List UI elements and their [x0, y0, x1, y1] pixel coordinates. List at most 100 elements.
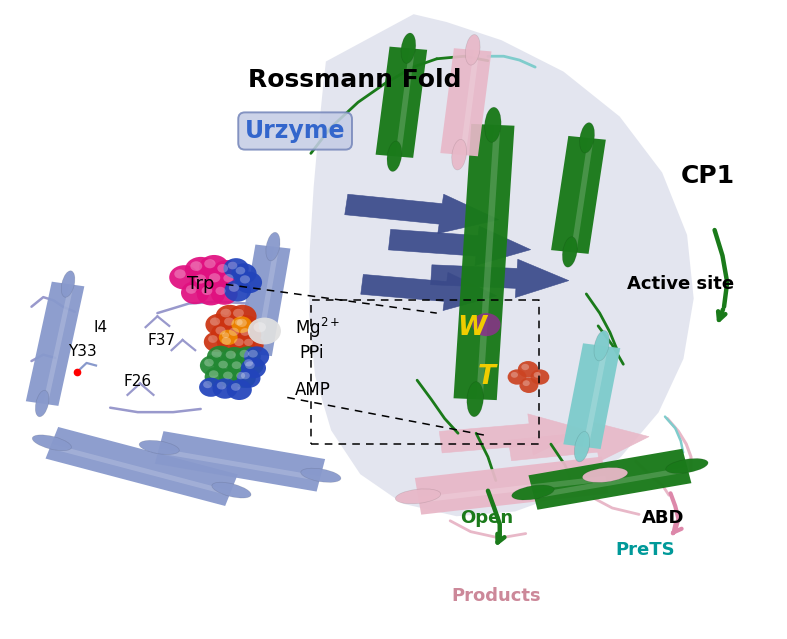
Circle shape [521, 364, 529, 370]
Polygon shape [528, 449, 692, 510]
Polygon shape [46, 427, 238, 506]
Circle shape [232, 369, 256, 388]
Circle shape [203, 381, 212, 389]
Circle shape [235, 346, 260, 367]
Text: CP1: CP1 [682, 164, 735, 188]
Polygon shape [255, 247, 279, 355]
Circle shape [530, 369, 549, 385]
Text: Y33: Y33 [68, 344, 97, 359]
Circle shape [212, 260, 241, 283]
Circle shape [519, 378, 538, 393]
Text: Mg$^{2+}$: Mg$^{2+}$ [295, 316, 340, 340]
Ellipse shape [582, 468, 628, 482]
Circle shape [209, 370, 219, 378]
Polygon shape [476, 125, 501, 399]
Circle shape [224, 280, 251, 302]
Polygon shape [460, 50, 479, 155]
Text: ABD: ABD [642, 509, 685, 527]
Circle shape [248, 350, 258, 358]
Circle shape [217, 334, 242, 354]
Polygon shape [508, 422, 649, 461]
Circle shape [216, 327, 226, 335]
Circle shape [190, 270, 220, 295]
Circle shape [233, 309, 244, 318]
Circle shape [197, 282, 225, 305]
Circle shape [201, 286, 212, 295]
Polygon shape [26, 282, 84, 406]
Circle shape [235, 272, 262, 293]
Circle shape [204, 358, 214, 367]
Circle shape [234, 338, 244, 346]
Polygon shape [551, 136, 606, 254]
Circle shape [221, 337, 231, 345]
Circle shape [208, 335, 218, 343]
Ellipse shape [35, 390, 49, 417]
Text: I4: I4 [94, 320, 108, 335]
Circle shape [245, 361, 255, 369]
Circle shape [244, 339, 253, 346]
Circle shape [239, 350, 249, 358]
Polygon shape [439, 414, 586, 455]
Ellipse shape [266, 233, 280, 261]
Circle shape [231, 263, 257, 284]
Text: W: W [457, 315, 487, 341]
Ellipse shape [575, 431, 589, 462]
Polygon shape [389, 226, 530, 266]
Circle shape [212, 350, 222, 358]
Circle shape [212, 378, 238, 399]
Ellipse shape [485, 107, 501, 142]
Polygon shape [237, 245, 290, 356]
Text: AMP: AMP [295, 381, 331, 399]
Polygon shape [430, 259, 569, 298]
Circle shape [518, 361, 538, 378]
Polygon shape [563, 343, 620, 449]
Polygon shape [395, 49, 415, 157]
Circle shape [220, 309, 231, 318]
Circle shape [216, 287, 226, 295]
Circle shape [236, 325, 261, 345]
Circle shape [232, 315, 259, 337]
Circle shape [222, 332, 229, 338]
Polygon shape [155, 431, 325, 491]
Circle shape [241, 372, 250, 380]
Ellipse shape [465, 35, 480, 65]
Circle shape [240, 356, 264, 375]
Circle shape [194, 274, 206, 284]
Circle shape [204, 269, 234, 293]
Circle shape [190, 261, 202, 271]
Ellipse shape [247, 340, 261, 368]
Circle shape [216, 305, 244, 328]
Circle shape [223, 371, 233, 380]
Circle shape [174, 269, 186, 279]
Circle shape [186, 285, 197, 294]
Circle shape [204, 259, 216, 268]
Circle shape [231, 361, 242, 369]
Circle shape [237, 369, 260, 388]
Text: Products: Products [451, 587, 541, 604]
Circle shape [207, 346, 234, 367]
Circle shape [181, 281, 209, 304]
Circle shape [227, 380, 252, 400]
Circle shape [230, 335, 255, 355]
Circle shape [244, 359, 253, 367]
Circle shape [236, 372, 245, 380]
Circle shape [219, 330, 238, 345]
Text: PreTS: PreTS [615, 541, 675, 558]
Polygon shape [345, 194, 499, 234]
Circle shape [220, 314, 246, 335]
Polygon shape [453, 124, 515, 400]
Circle shape [199, 255, 229, 279]
Circle shape [216, 381, 227, 390]
Text: Active site: Active site [627, 275, 734, 293]
Circle shape [211, 323, 238, 344]
Ellipse shape [579, 123, 594, 153]
Circle shape [221, 347, 248, 369]
Circle shape [472, 313, 501, 336]
Circle shape [237, 319, 247, 327]
Ellipse shape [32, 435, 72, 450]
Text: F26: F26 [124, 374, 152, 389]
Ellipse shape [594, 330, 609, 361]
Circle shape [240, 335, 264, 355]
Polygon shape [50, 443, 231, 496]
Polygon shape [533, 467, 689, 498]
